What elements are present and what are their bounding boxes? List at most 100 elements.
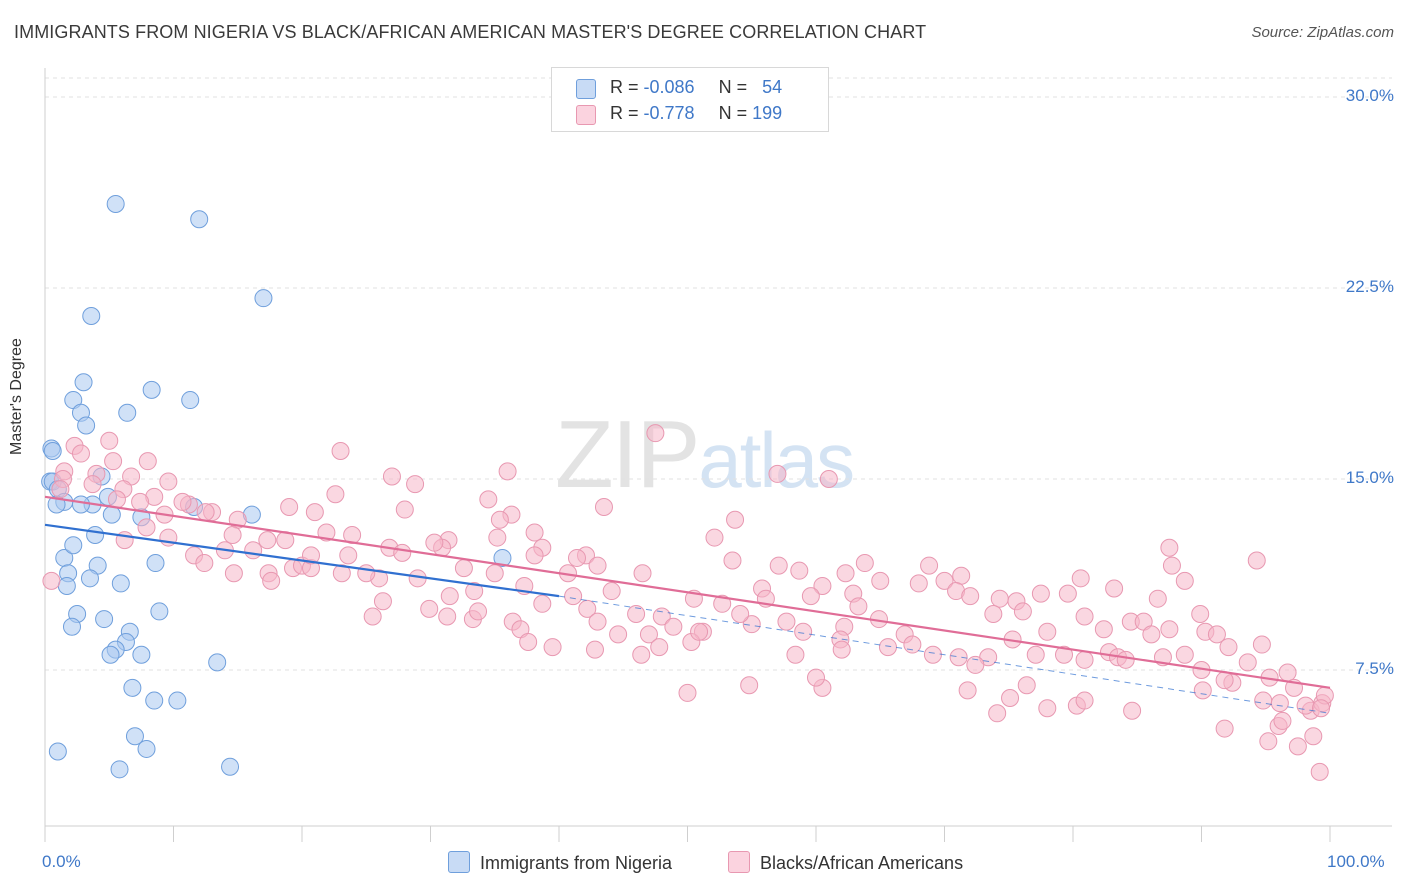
nigeria-point: [71, 495, 90, 514]
black-point: [650, 638, 669, 657]
black-point: [664, 617, 683, 636]
black-point: [1162, 556, 1181, 575]
nigeria-point: [150, 602, 169, 621]
black-point: [794, 622, 813, 641]
bottom-legend-label-nigeria: Immigrants from Nigeria: [480, 853, 673, 873]
black-point: [196, 503, 215, 522]
black-point: [1270, 694, 1289, 713]
black-point: [258, 531, 277, 550]
legend-r-label: R =: [610, 103, 644, 123]
black-point: [42, 571, 61, 590]
black-point: [1142, 625, 1161, 644]
bottom-legend-nigeria: Immigrants from Nigeria: [448, 851, 672, 874]
black-point: [1175, 571, 1194, 590]
black-point: [1215, 719, 1234, 738]
nigeria-point: [82, 307, 101, 326]
black-point: [1191, 604, 1210, 623]
black-point: [1026, 645, 1045, 664]
black-point: [1075, 691, 1094, 710]
black-point: [1116, 650, 1135, 669]
nigeria-point: [125, 727, 144, 746]
black-point: [465, 582, 484, 601]
source-note: Source: ZipAtlas.com: [1251, 24, 1394, 41]
black-point: [1310, 762, 1329, 781]
black-point: [519, 632, 538, 651]
nigeria-point: [86, 526, 105, 545]
black-point: [855, 554, 874, 573]
black-point: [740, 676, 759, 695]
black-point: [525, 546, 544, 565]
black-point: [107, 490, 126, 509]
bottom-legend-swatch-black: [728, 851, 750, 873]
nigeria-point: [77, 416, 96, 435]
nigeria-point: [118, 403, 137, 422]
black-point: [479, 490, 498, 509]
nigeria-point: [43, 441, 62, 460]
black-point: [382, 467, 401, 486]
nigeria-point: [221, 757, 240, 776]
black-point: [223, 526, 242, 545]
black-point: [1031, 584, 1050, 603]
black-point: [966, 655, 985, 674]
black-point: [726, 510, 745, 529]
black-point: [923, 645, 942, 664]
black-point: [813, 576, 832, 595]
black-point: [1296, 696, 1315, 715]
nigeria-point: [132, 645, 151, 664]
black-point: [790, 561, 809, 580]
black-point: [131, 492, 150, 511]
black-point: [723, 551, 742, 570]
black-point: [440, 587, 459, 606]
x-tick-label: 100.0%: [1327, 852, 1385, 871]
black-point: [1160, 620, 1179, 639]
black-point: [104, 452, 123, 471]
nigeria-point: [254, 289, 273, 308]
y-tick-label: 30.0%: [1345, 86, 1394, 105]
nigeria-point: [142, 380, 161, 399]
nigeria-point: [48, 742, 67, 761]
black-point: [224, 564, 243, 583]
y-tick-label: 22.5%: [1345, 277, 1394, 296]
black-point: [490, 510, 509, 529]
black-point: [1071, 569, 1090, 588]
black-point: [1278, 663, 1297, 682]
bottom-legend-black: Blacks/African Americans: [728, 851, 963, 874]
black-point: [331, 441, 350, 460]
black-point: [690, 622, 709, 641]
black-point: [713, 594, 732, 613]
black-point: [1175, 645, 1194, 664]
black-point: [578, 599, 597, 618]
black-point: [935, 571, 954, 590]
legend-r-value: -0.778: [643, 103, 695, 123]
black-trend-line: [44, 495, 1331, 689]
black-point: [1094, 620, 1113, 639]
black-point: [1312, 699, 1331, 718]
black-point: [871, 571, 890, 590]
x-tick-label: 0.0%: [42, 852, 81, 871]
black-point: [652, 607, 671, 626]
black-point: [71, 444, 90, 463]
black-point: [173, 492, 192, 511]
black-point: [533, 594, 552, 613]
black-point: [1273, 711, 1292, 730]
legend-n-label: N =: [718, 103, 753, 123]
black-point: [836, 564, 855, 583]
black-point: [564, 587, 583, 606]
black-point: [609, 625, 628, 644]
black-point: [1038, 699, 1057, 718]
black-point: [585, 640, 604, 659]
nigeria-point: [145, 691, 164, 710]
black-point: [594, 498, 613, 517]
black-point: [1288, 737, 1307, 756]
black-point: [137, 518, 156, 537]
black-point: [819, 470, 838, 488]
black-point: [1038, 622, 1057, 641]
black-point: [1017, 676, 1036, 695]
legend-r-label: R =: [610, 77, 644, 97]
legend-n-label: N =: [718, 77, 753, 97]
nigeria-point: [208, 653, 227, 672]
black-point: [961, 587, 980, 606]
black-point: [1219, 638, 1238, 657]
black-point: [305, 503, 324, 522]
legend-swatch-black: [576, 105, 596, 125]
